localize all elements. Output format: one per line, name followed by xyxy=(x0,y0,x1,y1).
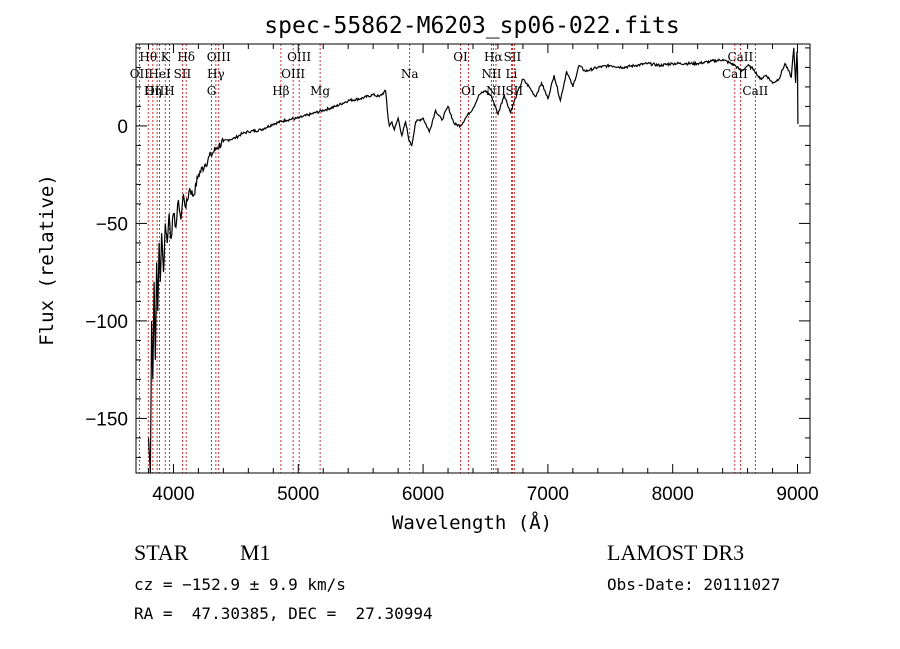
line-label-14: Hβ xyxy=(272,84,289,98)
y-tick-label-2: −50 xyxy=(96,214,128,235)
y-tick-label-1: −100 xyxy=(85,312,128,333)
line-label-11: G xyxy=(207,84,217,98)
x-tick-label-2: 6000 xyxy=(402,484,444,505)
obs-date: Obs-Date: 20111027 xyxy=(607,575,781,594)
line-label-0: Hθ xyxy=(139,50,157,64)
line-label-9: OIII xyxy=(207,50,231,64)
x-tick-label-3: 7000 xyxy=(527,484,569,505)
line-label-16: Na xyxy=(401,67,419,81)
x-axis-label: Wavelength (Å) xyxy=(392,511,552,534)
axis-ticks: 4000 5000 6000 7000 8000 9000 −150 −100 −50 0 xyxy=(85,44,819,505)
line-label-22: Li xyxy=(506,67,518,81)
line-label-13: OIII xyxy=(281,67,305,81)
line-label-17: OI xyxy=(453,50,468,64)
line-label-8: H xyxy=(164,84,174,98)
line-label-15: Mg xyxy=(310,84,330,98)
line-label-18: OI xyxy=(461,84,476,98)
line-label-3: K xyxy=(161,50,171,64)
line-label-5: Hη xyxy=(144,84,162,98)
line-label-12: OIII xyxy=(287,50,311,64)
line-label-4: HeI xyxy=(148,67,171,81)
line-label-21: NII xyxy=(481,67,501,81)
line-label-6: Hδ xyxy=(177,50,195,64)
line-label-10: Hγ xyxy=(207,67,225,81)
line-label-25: CaII xyxy=(727,50,753,64)
line-label-23: NII xyxy=(486,84,506,98)
x-tick-label-4: 8000 xyxy=(652,484,694,505)
y-tick-label-3: 0 xyxy=(117,117,128,138)
emission-lines-layer xyxy=(138,44,756,473)
object-subclass: M1 xyxy=(240,540,271,565)
line-label-1: OII xyxy=(130,67,150,81)
coordinates: RA = 47.30385, DEC = 27.30994 xyxy=(134,604,433,623)
survey-name: LAMOST DR3 xyxy=(607,540,745,565)
x-tick-label-5: 9000 xyxy=(776,484,818,505)
object-class: STAR xyxy=(134,540,189,565)
x-tick-label-0: 4000 xyxy=(152,484,194,505)
line-label-20: SII xyxy=(504,50,522,64)
x-tick-label-1: 5000 xyxy=(277,484,319,505)
line-label-19: Hα xyxy=(484,50,503,64)
flux-series-line xyxy=(147,47,799,474)
line-label-27: CaII xyxy=(742,84,768,98)
line-label-7: SII xyxy=(174,67,192,81)
y-tick-label-0: −150 xyxy=(85,409,128,430)
redshift-cz: cz = −152.9 ± 9.9 km/s xyxy=(134,575,346,594)
y-axis-label: Flux (relative) xyxy=(36,174,58,346)
chart-title: spec-55862-M6203_sp06-022.fits xyxy=(264,13,679,39)
line-label-2: OIII xyxy=(145,84,169,98)
